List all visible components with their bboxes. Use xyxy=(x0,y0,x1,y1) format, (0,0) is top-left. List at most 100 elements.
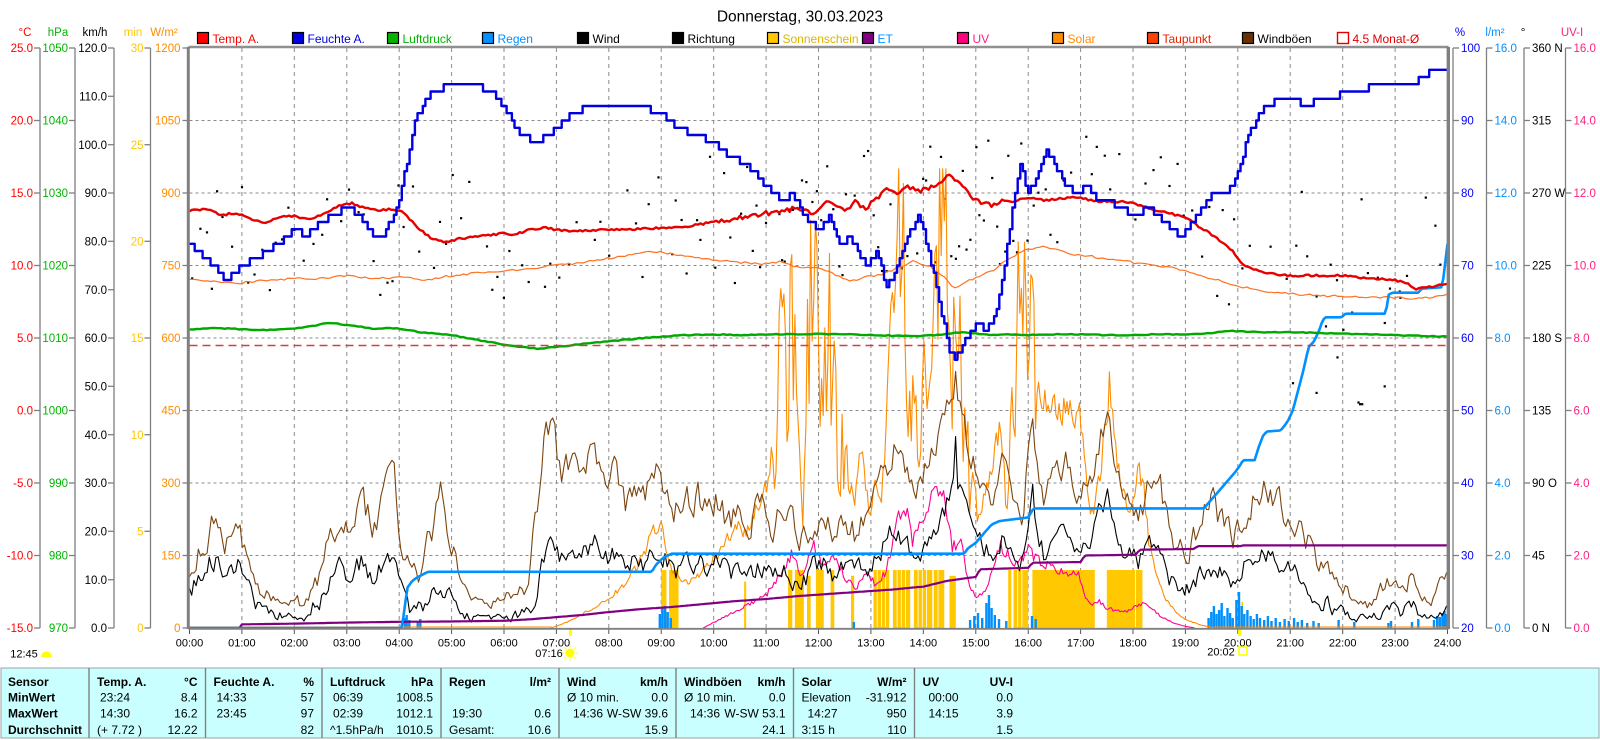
svg-text:40: 40 xyxy=(1461,478,1474,490)
svg-text:10.0: 10.0 xyxy=(1574,261,1596,273)
svg-text:23:00: 23:00 xyxy=(1381,637,1409,649)
svg-text:16:00: 16:00 xyxy=(1014,637,1042,649)
svg-text:Solar: Solar xyxy=(802,675,832,689)
svg-text:12.22: 12.22 xyxy=(167,723,197,737)
svg-text:12:45: 12:45 xyxy=(10,648,38,660)
svg-text:5.0: 5.0 xyxy=(17,333,33,345)
svg-text:14:33: 14:33 xyxy=(217,691,247,705)
svg-text:02:39: 02:39 xyxy=(333,707,363,721)
svg-text:0 N: 0 N xyxy=(1532,623,1550,635)
svg-text:4.0: 4.0 xyxy=(1574,478,1590,490)
svg-text:(+ 7.72 ): (+ 7.72 ) xyxy=(97,723,142,737)
svg-text:150: 150 xyxy=(161,551,180,563)
svg-text:Sensor: Sensor xyxy=(8,675,49,689)
svg-text:24.1: 24.1 xyxy=(762,723,786,737)
svg-text:08:00: 08:00 xyxy=(595,637,623,649)
svg-text:14:30: 14:30 xyxy=(100,707,130,721)
svg-text:l/m²: l/m² xyxy=(1485,27,1504,39)
svg-text:15:00: 15:00 xyxy=(962,637,990,649)
svg-text:30: 30 xyxy=(131,43,144,55)
svg-text:110: 110 xyxy=(887,723,906,737)
svg-text:57: 57 xyxy=(301,691,315,705)
svg-text:20: 20 xyxy=(131,236,144,248)
svg-text:180 S: 180 S xyxy=(1532,333,1562,345)
svg-text:4.5 Monat-Ø: 4.5 Monat-Ø xyxy=(1353,32,1420,46)
svg-text:W-SW 53.1: W-SW 53.1 xyxy=(724,707,785,721)
svg-text:00:00: 00:00 xyxy=(176,637,204,649)
svg-text:100: 100 xyxy=(1461,43,1480,55)
svg-text:0.0: 0.0 xyxy=(651,691,668,705)
svg-text:W/m²: W/m² xyxy=(877,675,906,689)
svg-text:1030: 1030 xyxy=(42,188,68,200)
svg-text:450: 450 xyxy=(161,406,180,418)
svg-text:8.4: 8.4 xyxy=(181,691,198,705)
svg-text:0.0: 0.0 xyxy=(91,623,107,635)
svg-text:18:00: 18:00 xyxy=(1119,637,1147,649)
svg-text:06:39: 06:39 xyxy=(333,691,363,705)
svg-text:02:00: 02:00 xyxy=(281,637,309,649)
svg-text:0: 0 xyxy=(174,623,180,635)
svg-text:hPa: hPa xyxy=(411,675,433,689)
svg-text:80.0: 80.0 xyxy=(85,236,107,248)
svg-text:24:00: 24:00 xyxy=(1434,637,1462,649)
svg-text:10.0: 10.0 xyxy=(11,261,33,273)
svg-text:Taupunkt: Taupunkt xyxy=(1163,32,1212,46)
svg-text:45: 45 xyxy=(1532,551,1545,563)
svg-text:Windböen: Windböen xyxy=(684,675,742,689)
svg-text:ET: ET xyxy=(878,32,894,46)
svg-text:00:00: 00:00 xyxy=(929,691,959,705)
svg-text:970: 970 xyxy=(49,623,68,635)
svg-text:19:00: 19:00 xyxy=(1172,637,1200,649)
svg-text:21:00: 21:00 xyxy=(1276,637,1304,649)
svg-text:09:00: 09:00 xyxy=(647,637,675,649)
svg-text:1008.5: 1008.5 xyxy=(396,691,433,705)
svg-text:l/m²: l/m² xyxy=(530,675,551,689)
svg-text:225: 225 xyxy=(1532,261,1551,273)
svg-text:30: 30 xyxy=(1461,551,1474,563)
svg-text:80: 80 xyxy=(1461,188,1474,200)
svg-text:315: 315 xyxy=(1532,116,1551,128)
svg-text:-15.0: -15.0 xyxy=(7,623,33,635)
svg-text:Ø 10 min.: Ø 10 min. xyxy=(684,691,736,705)
svg-text:5: 5 xyxy=(137,526,143,538)
svg-text:10:00: 10:00 xyxy=(700,637,728,649)
svg-text:13:00: 13:00 xyxy=(857,637,885,649)
svg-text:05:00: 05:00 xyxy=(438,637,466,649)
svg-text:07:16: 07:16 xyxy=(535,648,563,660)
svg-text:Windböen: Windböen xyxy=(1258,32,1312,46)
svg-text:Elevation: Elevation xyxy=(802,691,851,705)
svg-text:14:15: 14:15 xyxy=(929,707,959,721)
svg-text:20.0: 20.0 xyxy=(85,526,107,538)
svg-text:120.0: 120.0 xyxy=(78,43,107,55)
svg-text:km/h: km/h xyxy=(757,675,785,689)
svg-text:UV-I: UV-I xyxy=(990,675,1013,689)
svg-text:10.0: 10.0 xyxy=(85,575,107,587)
svg-text:4.0: 4.0 xyxy=(1495,478,1511,490)
svg-text:15.0: 15.0 xyxy=(11,188,33,200)
svg-text:MaxWert: MaxWert xyxy=(8,707,58,721)
svg-text:Sonnenschein: Sonnenschein xyxy=(783,32,859,46)
svg-text:90.0: 90.0 xyxy=(85,188,107,200)
svg-text:01:00: 01:00 xyxy=(228,637,256,649)
svg-text:-5.0: -5.0 xyxy=(13,478,33,490)
svg-text:1000: 1000 xyxy=(42,406,68,418)
svg-text:40.0: 40.0 xyxy=(85,430,107,442)
svg-text:Feuchte A.: Feuchte A. xyxy=(214,675,275,689)
svg-text:20: 20 xyxy=(1461,623,1474,635)
svg-text:Wind: Wind xyxy=(593,32,620,46)
svg-text:90 O: 90 O xyxy=(1532,478,1557,490)
svg-text:Feuchte A.: Feuchte A. xyxy=(308,32,365,46)
svg-text:300: 300 xyxy=(161,478,180,490)
svg-text:20.0: 20.0 xyxy=(11,116,33,128)
svg-text:22:00: 22:00 xyxy=(1329,637,1357,649)
svg-text:110.0: 110.0 xyxy=(79,91,107,103)
svg-text:UV-I: UV-I xyxy=(1561,27,1583,39)
svg-text:Luftdruck: Luftdruck xyxy=(403,32,453,46)
svg-text:750: 750 xyxy=(161,261,180,273)
svg-text:0.0: 0.0 xyxy=(1574,623,1590,635)
svg-text:°C: °C xyxy=(184,675,198,689)
svg-text:1050: 1050 xyxy=(42,43,68,55)
svg-text:03:00: 03:00 xyxy=(333,637,361,649)
svg-text:900: 900 xyxy=(161,188,180,200)
svg-text:3:15 h: 3:15 h xyxy=(802,723,835,737)
